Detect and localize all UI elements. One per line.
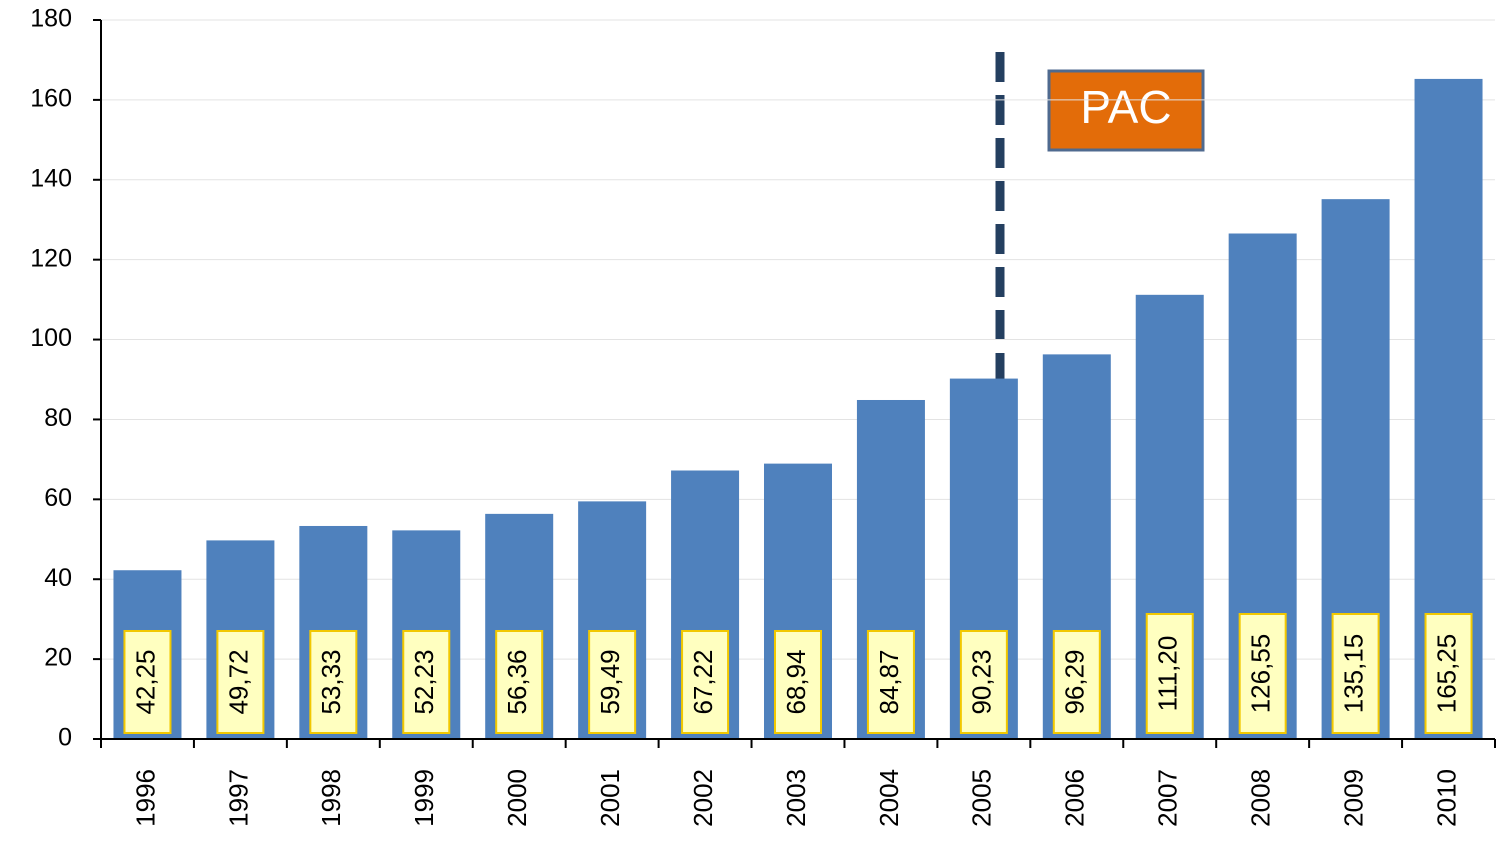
x-tick-label: 2004 <box>874 769 904 827</box>
value-label-box <box>681 630 730 734</box>
value-label: 96,29 <box>1060 649 1090 714</box>
value-label: 111,20 <box>1153 636 1183 712</box>
x-tick-label: 2006 <box>1060 769 1090 827</box>
y-tick-label: 100 <box>30 324 72 352</box>
y-tick-label: 0 <box>58 724 72 752</box>
value-label-box <box>588 630 637 734</box>
x-tick-label: 2007 <box>1153 769 1183 827</box>
value-label: 67,22 <box>688 649 718 714</box>
value-label: 56,36 <box>502 649 532 714</box>
annotation: PAC <box>1080 81 1171 133</box>
x-tick-label: 2008 <box>1246 769 1276 827</box>
x-tick-label: 1998 <box>316 769 346 827</box>
y-tick-label: 120 <box>30 244 72 272</box>
x-tick-label: 1999 <box>409 769 439 827</box>
y-tick-label: 40 <box>44 564 72 592</box>
x-tick-label: 1996 <box>130 769 160 827</box>
annotation-box <box>1047 69 1205 152</box>
x-tick-label: 2001 <box>595 769 625 827</box>
x-tick-label: 2002 <box>688 769 718 827</box>
x-tick-label: 2010 <box>1431 769 1461 827</box>
value-label-box <box>1238 613 1287 734</box>
value-label: 68,94 <box>781 649 811 714</box>
value-label: 126,55 <box>1246 634 1276 714</box>
x-tick-label: 1997 <box>223 769 253 827</box>
y-tick-label: 80 <box>44 404 72 432</box>
value-label: 59,49 <box>595 649 625 714</box>
value-label-box <box>123 630 172 734</box>
y-tick-label: 180 <box>30 5 72 33</box>
value-label: 165,25 <box>1431 634 1461 714</box>
x-tick-label: 2005 <box>967 769 997 827</box>
value-label: 135,15 <box>1338 634 1368 714</box>
value-label-box <box>309 630 358 734</box>
value-label-box <box>1331 613 1380 734</box>
y-tick-label: 140 <box>30 164 72 192</box>
value-label: 49,72 <box>223 649 253 714</box>
value-label-box <box>959 630 1008 734</box>
value-label: 42,25 <box>130 649 160 714</box>
value-label-box <box>402 630 451 734</box>
y-tick-label: 160 <box>30 84 72 112</box>
value-label-box <box>866 630 915 734</box>
value-label: 53,33 <box>316 649 346 714</box>
y-tick-label: 60 <box>44 484 72 512</box>
value-label-box <box>1424 613 1473 734</box>
value-label-box <box>1145 613 1194 734</box>
x-tick-label: 2000 <box>502 769 532 827</box>
value-label: 84,87 <box>874 649 904 714</box>
value-label-box <box>774 630 822 734</box>
value-label: 90,23 <box>967 649 997 714</box>
value-label-box <box>495 630 544 734</box>
y-tick-label: 20 <box>44 644 72 672</box>
value-label: 52,23 <box>409 649 439 714</box>
x-tick-label: 2009 <box>1338 769 1368 827</box>
x-tick-label: 2003 <box>781 769 811 827</box>
value-label-box <box>1052 630 1101 734</box>
value-label-box <box>216 630 265 734</box>
